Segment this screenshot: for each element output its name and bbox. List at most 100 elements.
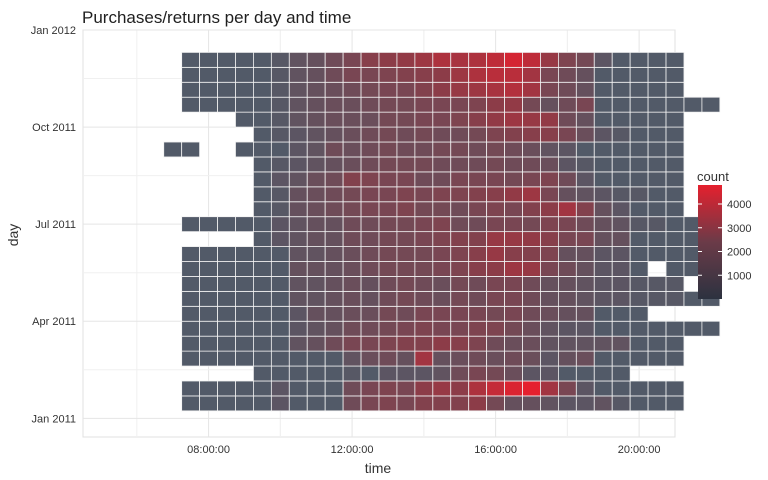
heatmap-cell bbox=[486, 276, 505, 292]
heatmap-cell bbox=[396, 111, 416, 128]
heatmap-cell bbox=[378, 261, 398, 277]
heatmap-cell bbox=[522, 81, 541, 98]
heatmap-cell bbox=[540, 231, 559, 247]
heatmap-cell bbox=[414, 365, 434, 382]
heatmap-cell bbox=[540, 126, 559, 143]
heatmap-cell bbox=[665, 335, 685, 352]
heatmap-cell bbox=[396, 216, 416, 233]
heatmap-cell bbox=[235, 216, 254, 233]
heatmap-cell bbox=[665, 96, 685, 113]
heatmap-cell bbox=[611, 96, 631, 113]
heatmap-cell bbox=[575, 111, 595, 128]
heatmap-cell bbox=[378, 126, 398, 143]
heatmap-cell bbox=[611, 335, 631, 352]
heatmap-cell bbox=[611, 365, 631, 382]
heatmap-cell bbox=[432, 216, 452, 233]
heatmap-cell bbox=[270, 156, 290, 173]
heatmap-cell bbox=[647, 156, 667, 173]
heatmap-cell bbox=[199, 81, 218, 98]
heatmap-cell bbox=[701, 320, 721, 337]
heatmap-cell bbox=[486, 290, 505, 307]
heatmap-cell bbox=[270, 335, 290, 352]
heatmap-cell bbox=[270, 290, 290, 307]
heatmap-cell bbox=[360, 96, 380, 113]
heatmap-cell bbox=[665, 81, 685, 98]
heatmap-cell bbox=[540, 201, 559, 218]
heatmap-cell bbox=[486, 171, 505, 188]
heatmap-tiles bbox=[163, 52, 721, 412]
heatmap-cell bbox=[665, 171, 685, 188]
heatmap-cell bbox=[629, 320, 649, 337]
heatmap-cell bbox=[396, 395, 416, 412]
heatmap-cell bbox=[629, 350, 649, 367]
heatmap-cell bbox=[396, 81, 416, 98]
heatmap-cell bbox=[324, 290, 344, 307]
heatmap-cell bbox=[629, 276, 649, 292]
heatmap-cell bbox=[486, 52, 505, 68]
heatmap-cell bbox=[611, 126, 631, 143]
heatmap-cell bbox=[288, 216, 308, 233]
heatmap-cell bbox=[629, 126, 649, 143]
heatmap-cell bbox=[253, 96, 272, 113]
heatmap-cell bbox=[665, 156, 685, 173]
heatmap-cell bbox=[450, 156, 470, 173]
heatmap-cell bbox=[181, 395, 201, 412]
heatmap-cell bbox=[235, 52, 254, 68]
heatmap-cell bbox=[575, 395, 595, 412]
heatmap-cell bbox=[360, 126, 380, 143]
heatmap-cell bbox=[486, 261, 505, 277]
heatmap-cell bbox=[181, 320, 201, 337]
heatmap-cell bbox=[468, 395, 488, 412]
heatmap-cell bbox=[306, 201, 326, 218]
heatmap-cell bbox=[486, 231, 505, 247]
heatmap-cell bbox=[450, 171, 470, 188]
heatmap-cell bbox=[253, 335, 272, 352]
heatmap-cell bbox=[486, 305, 505, 322]
heatmap-cell bbox=[270, 111, 290, 128]
heatmap-cell bbox=[288, 246, 308, 262]
heatmap-cell bbox=[647, 380, 667, 397]
heatmap-cell bbox=[611, 395, 631, 412]
heatmap-cell bbox=[217, 290, 236, 307]
heatmap-cell bbox=[270, 171, 290, 188]
heatmap-cell bbox=[557, 81, 577, 98]
heatmap-cell bbox=[486, 156, 505, 173]
heatmap-cell bbox=[450, 201, 470, 218]
heatmap-cell bbox=[557, 320, 577, 337]
heatmap-cell bbox=[486, 320, 505, 337]
heatmap-cell bbox=[324, 126, 344, 143]
heatmap-cell bbox=[288, 335, 308, 352]
heatmap-cell bbox=[665, 186, 685, 203]
heatmap-cell bbox=[414, 261, 434, 277]
heatmap-cell bbox=[540, 52, 559, 68]
heatmap-cell bbox=[324, 186, 344, 203]
heatmap-cell bbox=[396, 171, 416, 188]
heatmap-cell bbox=[540, 81, 559, 98]
heatmap-cell bbox=[270, 320, 290, 337]
heatmap-cell bbox=[540, 365, 559, 382]
heatmap-cell bbox=[217, 81, 236, 98]
heatmap-cell bbox=[270, 201, 290, 218]
heatmap-cell bbox=[504, 126, 523, 143]
heatmap-cell bbox=[432, 81, 452, 98]
heatmap-cell bbox=[450, 66, 470, 83]
heatmap-cell bbox=[522, 66, 541, 83]
heatmap-cell bbox=[360, 335, 380, 352]
heatmap-cell bbox=[235, 141, 254, 158]
heatmap-cell bbox=[324, 66, 344, 83]
heatmap-cell bbox=[217, 395, 236, 412]
heatmap-cell bbox=[414, 96, 434, 113]
heatmap-cell bbox=[647, 52, 667, 68]
heatmap-cell bbox=[396, 305, 416, 322]
heatmap-cell bbox=[342, 335, 362, 352]
heatmap-cell bbox=[432, 246, 452, 262]
heatmap-cell bbox=[378, 350, 398, 367]
heatmap-cell bbox=[253, 111, 272, 128]
heatmap-cell bbox=[540, 380, 559, 397]
heatmap-cell bbox=[540, 111, 559, 128]
heatmap-cell bbox=[522, 111, 541, 128]
heatmap-cell bbox=[360, 246, 380, 262]
heatmap-cell bbox=[342, 216, 362, 233]
heatmap-cell bbox=[360, 290, 380, 307]
heatmap-cell bbox=[468, 81, 488, 98]
